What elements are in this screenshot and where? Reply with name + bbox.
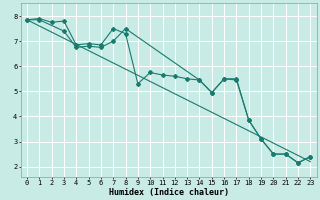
X-axis label: Humidex (Indice chaleur): Humidex (Indice chaleur) xyxy=(109,188,229,197)
